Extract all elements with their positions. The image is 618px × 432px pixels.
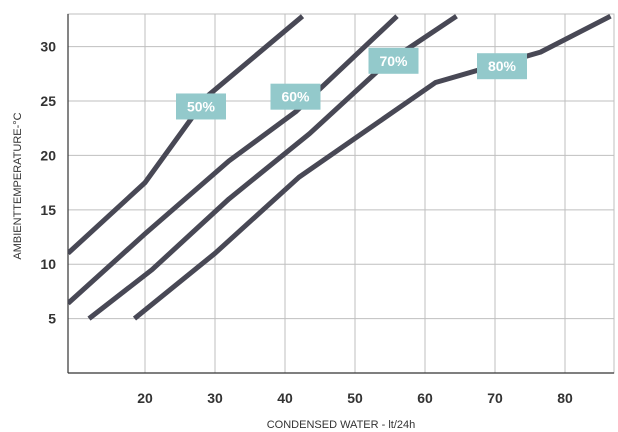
grid (67, 13, 615, 374)
series-line-60pct (68, 14, 399, 306)
x-tick-label: 50 (347, 390, 363, 406)
curve-label-box (176, 93, 226, 120)
curve-labels: 50% 60% 70% 80% (176, 47, 527, 120)
curve-label-box (270, 83, 321, 110)
y-tick-label: 25 (40, 93, 56, 109)
curve-label-text: 80% (488, 58, 517, 74)
x-tick-label: 70 (487, 390, 503, 406)
series-line-80pct (132, 14, 612, 321)
series-lines (68, 14, 612, 321)
series-line-50pct (68, 14, 305, 256)
x-tick-label: 80 (557, 390, 573, 406)
curve-label-50pct: 50% (176, 93, 226, 120)
y-tick-label: 20 (40, 147, 56, 163)
curve-label-60pct: 60% (270, 83, 321, 110)
curve-label-box (368, 47, 419, 74)
curve-label-text: 50% (187, 98, 216, 114)
tick-labels: 20 30 40 50 60 70 80 5 10 15 20 25 30 (40, 39, 573, 406)
x-tick-label: 40 (277, 390, 293, 406)
y-tick-label: 10 (40, 256, 56, 272)
x-axis-label: CONDENSED WATER - lt/24h (267, 419, 416, 431)
y-tick-label: 5 (48, 311, 56, 327)
curve-label-80pct: 80% (477, 53, 527, 80)
curve-label-70pct: 70% (368, 47, 419, 74)
x-tick-label: 30 (207, 390, 223, 406)
y-tick-label: 15 (40, 202, 56, 218)
curve-label-box (477, 53, 527, 80)
curve-label-text: 60% (281, 89, 310, 105)
x-tick-label: 60 (417, 390, 433, 406)
x-tick-label: 20 (137, 390, 153, 406)
curve-label-text: 70% (379, 53, 408, 69)
y-axis-label: AMBIENTTEMPERATURE-°C (12, 112, 24, 259)
y-tick-label: 30 (40, 39, 56, 55)
